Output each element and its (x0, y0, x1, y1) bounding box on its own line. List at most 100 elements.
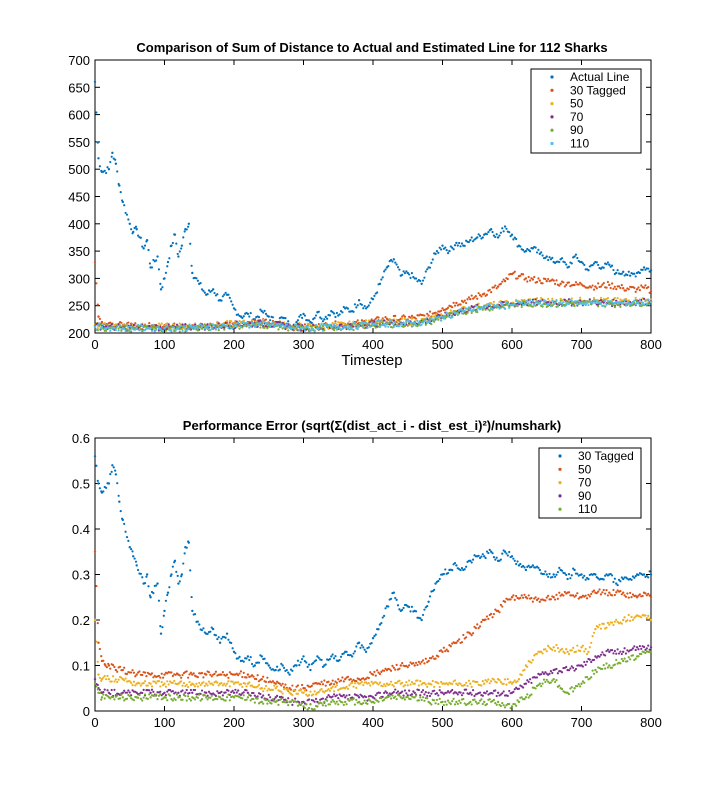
data-point (214, 694, 218, 698)
data-point (127, 539, 130, 542)
data-point (460, 641, 464, 644)
data-point (446, 683, 450, 686)
data-point (649, 290, 653, 293)
data-point (637, 302, 640, 305)
data-point (200, 671, 204, 675)
data-point (102, 691, 105, 694)
data-point (281, 682, 284, 685)
data-point (95, 111, 98, 114)
data-point (642, 645, 646, 649)
data-point (502, 230, 505, 233)
data-point (430, 261, 433, 264)
data-point (171, 565, 174, 568)
data-point (123, 204, 126, 207)
data-point (551, 297, 554, 300)
data-point (302, 655, 305, 658)
data-point (231, 327, 234, 330)
data-point (389, 680, 393, 683)
data-point (595, 592, 598, 595)
data-point (516, 304, 519, 307)
data-point (391, 322, 394, 325)
data-point (367, 322, 370, 325)
data-point (565, 303, 568, 307)
data-point (416, 280, 419, 283)
data-point (206, 292, 209, 296)
data-point (303, 660, 306, 663)
data-point (414, 610, 418, 613)
data-point (540, 673, 543, 676)
data-point (394, 314, 397, 317)
legend-entry: 90 (578, 489, 592, 503)
data-point (545, 650, 548, 653)
data-point (392, 325, 395, 329)
data-point (428, 266, 432, 269)
data-point (572, 666, 575, 669)
data-point (373, 324, 376, 328)
data-point (526, 299, 529, 302)
data-point (313, 690, 316, 693)
data-point (296, 704, 300, 707)
data-point (133, 226, 136, 230)
data-point (159, 693, 162, 696)
data-point (378, 681, 382, 684)
data-point (374, 317, 377, 320)
data-point (130, 228, 133, 231)
data-point (235, 691, 238, 694)
data-point (120, 321, 123, 324)
data-point (288, 687, 291, 690)
data-point (262, 690, 265, 693)
data-point (567, 669, 571, 672)
data-point (191, 271, 194, 275)
y-tick-label: 0.4 (72, 522, 90, 537)
data-point (480, 555, 483, 558)
data-point (263, 657, 266, 660)
data-point (552, 279, 555, 282)
data-point (627, 270, 630, 273)
data-point (645, 574, 648, 578)
data-point (227, 638, 230, 641)
data-point (496, 700, 500, 704)
data-point (237, 681, 240, 684)
data-point (620, 284, 623, 287)
data-point (572, 646, 575, 649)
data-point (374, 633, 377, 636)
data-point (187, 685, 190, 689)
data-point (553, 680, 557, 684)
data-point (116, 694, 119, 697)
data-point (396, 266, 400, 269)
data-point (622, 270, 625, 274)
data-point (157, 599, 161, 602)
data-point (645, 594, 648, 597)
data-point (366, 702, 369, 705)
data-point (387, 325, 390, 328)
data-point (364, 307, 368, 310)
data-point (346, 327, 350, 330)
data-point (175, 570, 178, 573)
data-point (555, 679, 558, 682)
data-point (270, 323, 273, 327)
data-point (494, 701, 497, 705)
data-point (610, 264, 614, 267)
data-point (556, 304, 559, 307)
data-point (331, 325, 334, 329)
data-point (531, 564, 535, 567)
data-point (610, 594, 614, 597)
data-point (383, 683, 386, 686)
data-point (420, 323, 423, 326)
data-point (364, 319, 368, 322)
data-point (360, 694, 363, 698)
data-point (303, 689, 306, 692)
data-point (162, 614, 165, 617)
data-point (463, 702, 466, 705)
data-point (463, 309, 466, 312)
data-point (344, 677, 347, 681)
data-point (106, 323, 109, 327)
data-point (271, 316, 275, 319)
data-point (335, 684, 338, 687)
data-point (371, 297, 375, 301)
data-point (512, 681, 515, 684)
data-point (449, 690, 452, 693)
data-point (259, 319, 262, 322)
data-point (107, 326, 111, 329)
data-point (620, 657, 623, 661)
